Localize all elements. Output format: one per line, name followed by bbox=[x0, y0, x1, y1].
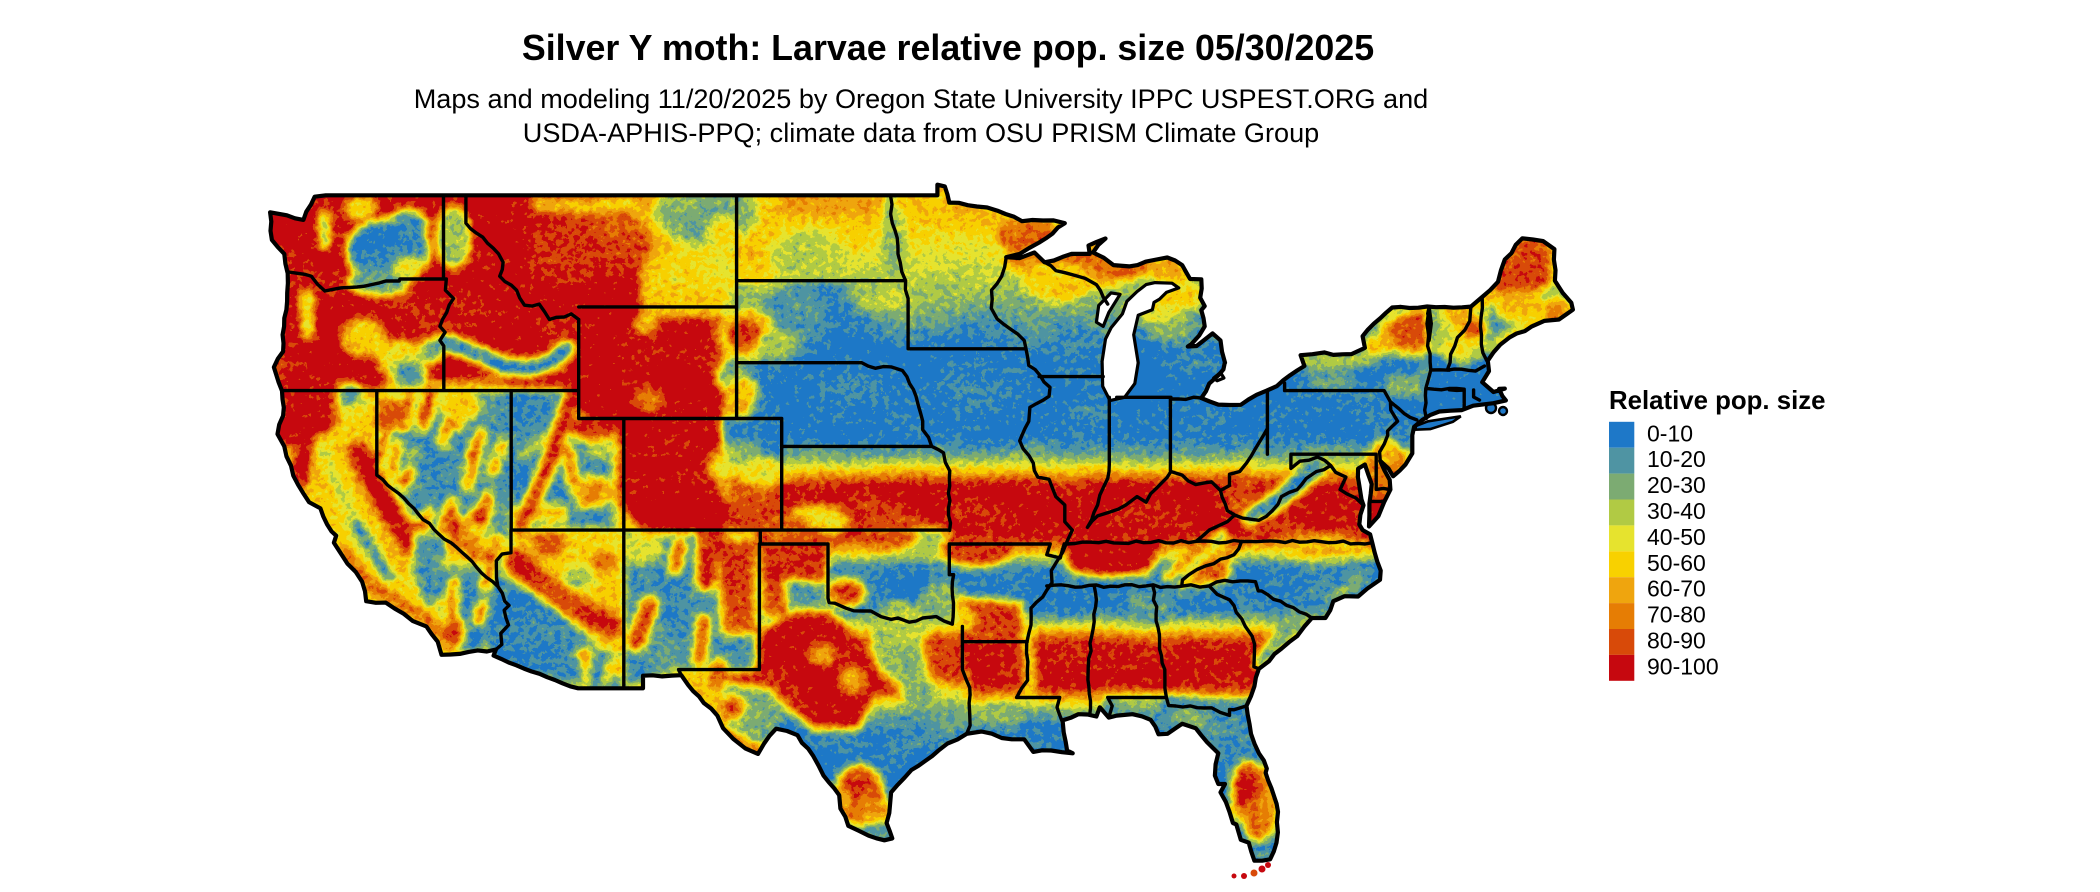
svg-text:40-50: 40-50 bbox=[1647, 524, 1706, 550]
svg-text:30-40: 30-40 bbox=[1647, 498, 1706, 524]
svg-text:20-30: 20-30 bbox=[1647, 472, 1706, 498]
svg-text:Silver Y moth: Larvae relative: Silver Y moth: Larvae relative pop. size… bbox=[522, 28, 1374, 68]
svg-text:Relative pop. size: Relative pop. size bbox=[1609, 387, 1825, 415]
svg-text:50-60: 50-60 bbox=[1647, 550, 1706, 576]
svg-text:Maps and modeling 11/20/2025 b: Maps and modeling 11/20/2025 by Oregon S… bbox=[414, 83, 1429, 114]
svg-text:60-70: 60-70 bbox=[1647, 576, 1706, 602]
svg-text:90-100: 90-100 bbox=[1647, 653, 1719, 679]
svg-text:10-20: 10-20 bbox=[1647, 446, 1706, 472]
svg-text:70-80: 70-80 bbox=[1647, 602, 1706, 628]
svg-text:80-90: 80-90 bbox=[1647, 628, 1706, 654]
svg-text:0-10: 0-10 bbox=[1647, 420, 1693, 446]
svg-text:USDA-APHIS-PPQ; climate data f: USDA-APHIS-PPQ; climate data from OSU PR… bbox=[523, 117, 1319, 148]
